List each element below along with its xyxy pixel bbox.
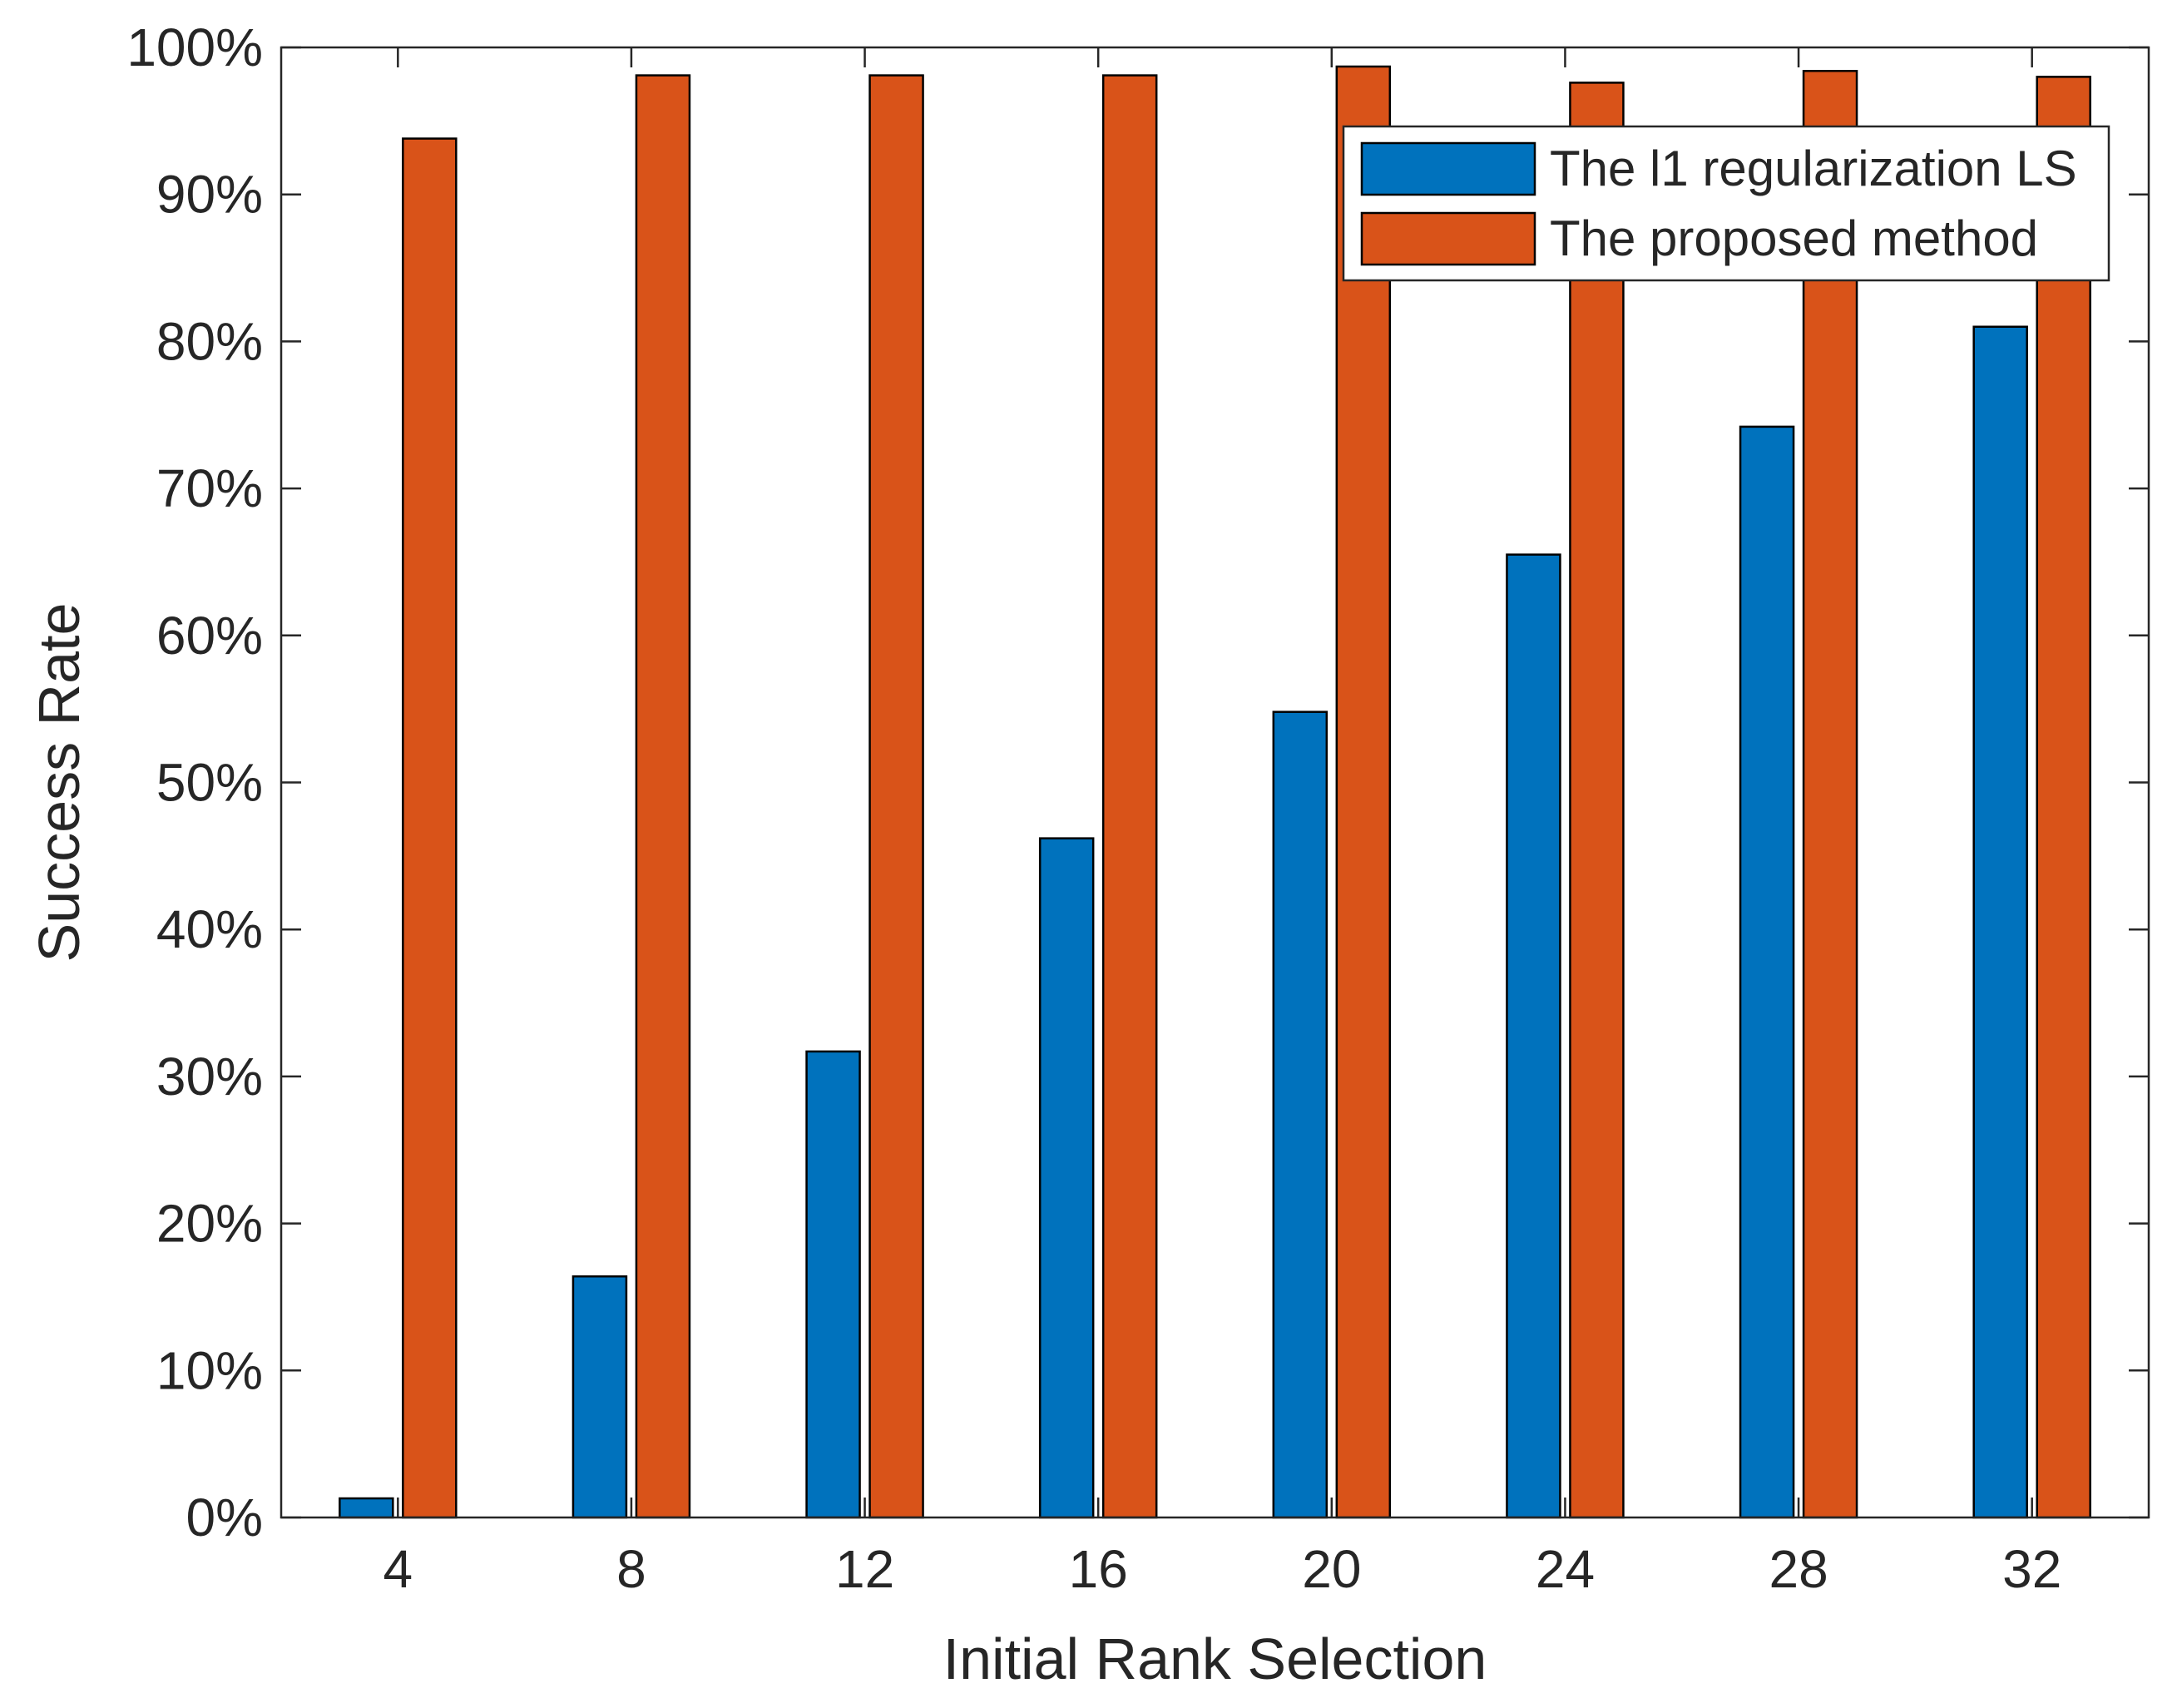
legend-label-proposed: The proposed method — [1550, 210, 2038, 266]
bar-l1-ls-4 — [339, 1497, 394, 1519]
bar-proposed-20 — [1335, 65, 1392, 1519]
legend-label-l1-ls: The l1 regularization LS — [1550, 141, 2077, 196]
y-tick-label: 70% — [156, 458, 263, 518]
x-axis-title: Initial Rank Selection — [943, 1626, 1487, 1691]
bar-l1-ls-24 — [1506, 553, 1561, 1519]
bar-proposed-4 — [402, 137, 458, 1519]
bar-proposed-32 — [2036, 76, 2091, 1519]
y-axis-title: Success Rate — [27, 603, 92, 963]
y-tick-label: 30% — [156, 1047, 263, 1106]
bar-l1-ls-28 — [1739, 425, 1795, 1519]
x-tick-label: 20 — [1302, 1539, 1361, 1599]
y-tick-label: 40% — [156, 899, 263, 959]
x-tick-label: 4 — [383, 1539, 413, 1599]
bar-proposed-24 — [1569, 82, 1625, 1519]
y-tick-label: 50% — [156, 753, 263, 813]
bar-l1-ls-8 — [571, 1275, 628, 1519]
x-tick-label: 24 — [1536, 1539, 1595, 1599]
bar-l1-ls-20 — [1272, 710, 1328, 1519]
bar-l1-ls-16 — [1038, 837, 1095, 1519]
y-tick-label: 20% — [156, 1194, 263, 1254]
x-tick-label: 28 — [1769, 1539, 1828, 1599]
bar-l1-ls-32 — [1972, 325, 2028, 1519]
y-tick-label: 80% — [156, 311, 263, 371]
bar-proposed-12 — [868, 74, 924, 1519]
y-tick-label: 60% — [156, 606, 263, 666]
bar-l1-ls-12 — [805, 1050, 861, 1519]
x-tick-label: 8 — [616, 1539, 646, 1599]
bar-proposed-8 — [635, 74, 691, 1519]
legend-swatch-l1-ls — [1360, 141, 1536, 196]
legend: The l1 regularization LS The proposed met… — [1342, 125, 2110, 282]
y-tick-label: 100% — [126, 17, 263, 77]
x-tick-label: 32 — [2002, 1539, 2061, 1599]
bar-proposed-28 — [1802, 70, 1858, 1519]
plot-area: 0% 10% 20% 30% 40% 50% 60% 70% 80% 90% 100% 4 8 12 16 2… — [126, 17, 2150, 1599]
y-tick-label: 10% — [156, 1340, 263, 1400]
y-tick-label: 0% — [186, 1488, 264, 1547]
bar-proposed-16 — [1101, 74, 1158, 1519]
y-tick-label: 90% — [156, 165, 263, 225]
x-tick-label: 12 — [835, 1539, 894, 1599]
legend-swatch-proposed — [1360, 211, 1536, 266]
x-tick-label: 16 — [1069, 1539, 1128, 1599]
